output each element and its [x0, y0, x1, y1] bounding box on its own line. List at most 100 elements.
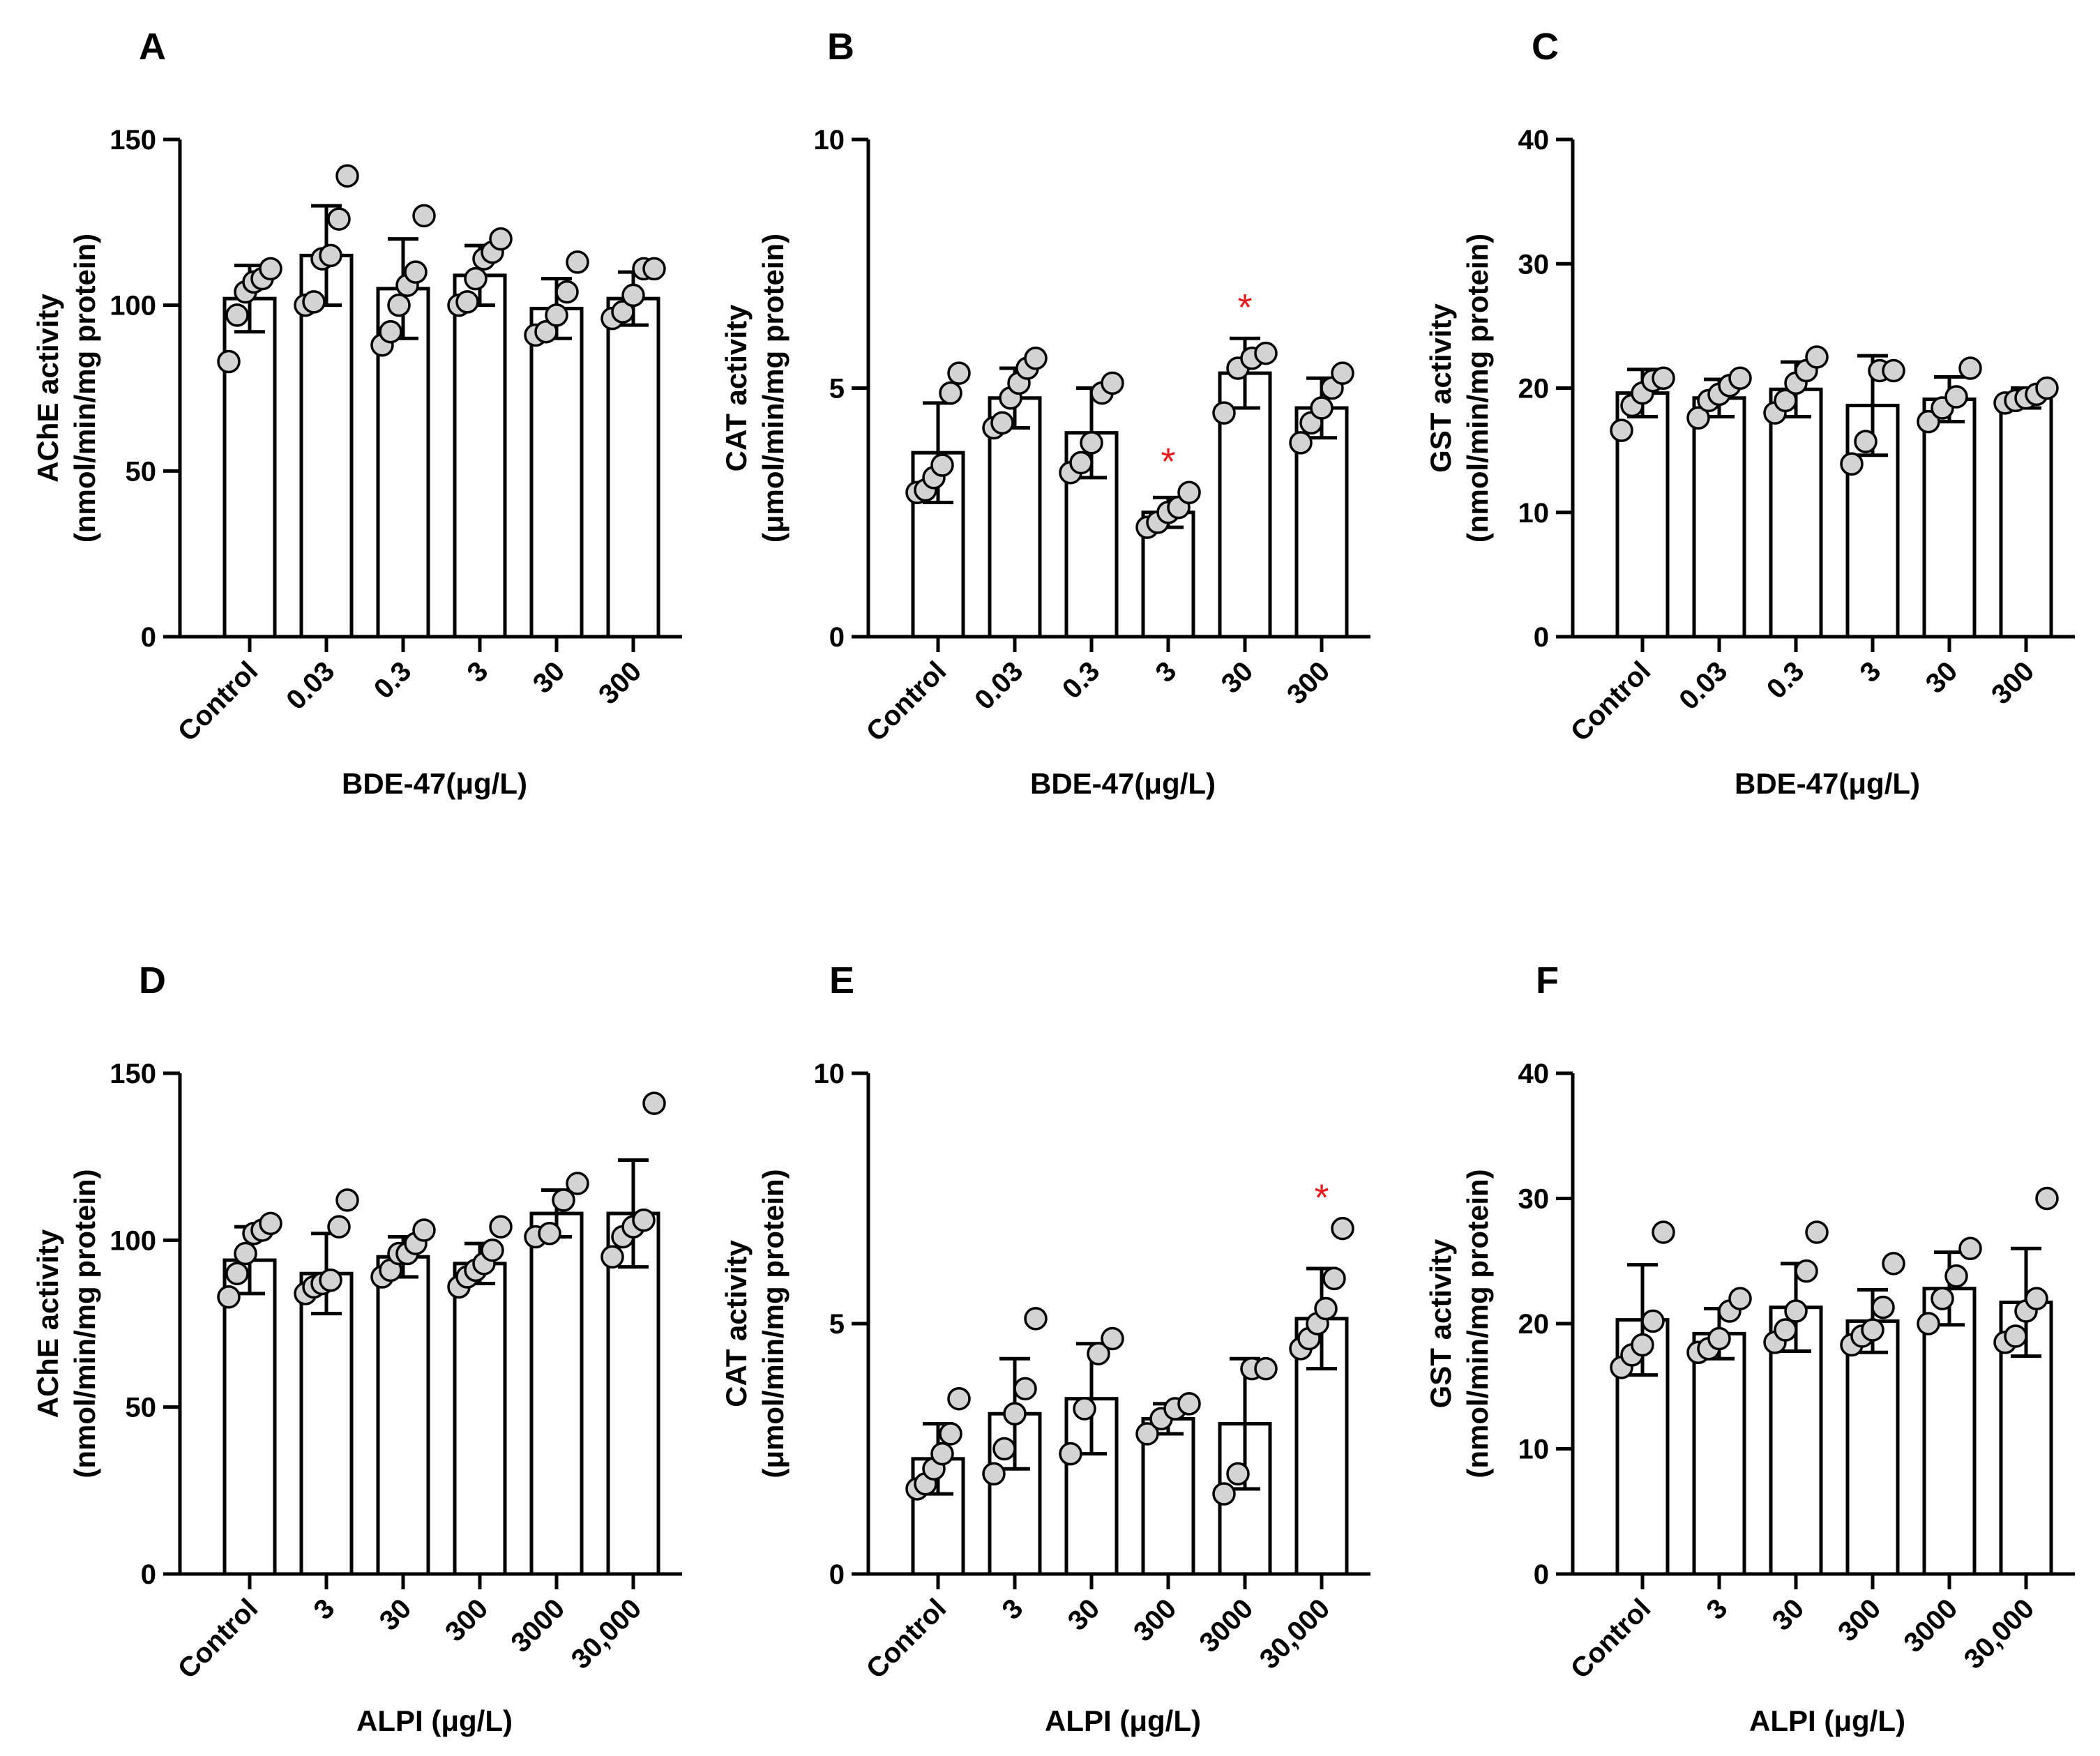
x-tick-label: 30: [1767, 1593, 1811, 1637]
x-tick-label: Control: [172, 656, 264, 748]
x-tick-label: 30,000: [1958, 1593, 2041, 1675]
panel-c: C GST activity (nmol/min/mg protein) 0 10 20 3…: [1424, 26, 2075, 800]
data-point: [1707, 1326, 1731, 1351]
y-axis-label-line2: (nmol/min/mg protein): [68, 234, 101, 543]
x-axis-title: ALPI (μg/L): [356, 1704, 513, 1737]
panel-f: F GST activity (nmol/min/mg protein) 0 10 20 3…: [1424, 960, 2075, 1737]
y-tick-label: 0: [829, 1559, 845, 1590]
panel-letter: F: [1536, 960, 1559, 1001]
panel-e: E CAT activity (μmol/min/mg protein) 0 5 10 Co…: [720, 960, 1370, 1737]
data-point: [555, 280, 579, 304]
data-point: [1226, 1462, 1250, 1486]
data-point: [387, 293, 411, 317]
data-point: [1840, 452, 1864, 476]
bar: [1692, 1331, 1746, 1576]
y-axis-label-line1: AChE activity: [31, 293, 64, 482]
data-point: [1861, 1318, 1884, 1342]
y-tick-label: 50: [126, 1393, 157, 1423]
data-point: [1728, 1287, 1752, 1310]
data-point: [1013, 1377, 1037, 1401]
data-point: [632, 1208, 656, 1232]
y-tick-label: 100: [109, 1225, 156, 1256]
panel-letter: D: [139, 960, 166, 1001]
data-point: [1322, 1266, 1346, 1291]
data-point: [1331, 361, 1354, 385]
x-tick-label: 3: [1701, 1593, 1734, 1626]
x-tick-label: 30: [1062, 1593, 1106, 1637]
data-point: [379, 319, 402, 344]
data-point: [1944, 385, 1968, 409]
x-tick-label: 3: [1150, 656, 1183, 688]
y-tick-label: 20: [1518, 1309, 1550, 1340]
y-axis-label-line2: (nmol/min/mg protein): [1461, 234, 1494, 543]
data-point: [2035, 1186, 2059, 1211]
bar: [376, 1255, 430, 1576]
y-tick-label: 10: [1518, 1435, 1550, 1465]
data-point: [1882, 358, 1905, 383]
data-point: [1774, 1318, 1797, 1342]
data-point: [1652, 1220, 1675, 1244]
data-point: [412, 204, 436, 228]
y-tick-label: 20: [1518, 374, 1550, 404]
panel-d: D AChE activity (nmol/min/mg protein) 0 50 10…: [31, 960, 682, 1737]
y-tick-label: 0: [829, 622, 845, 653]
data-point: [335, 164, 359, 188]
y-tick-label: 100: [109, 291, 156, 321]
data-point: [234, 1241, 257, 1266]
panel-letter: E: [829, 960, 854, 1001]
y-tick-label: 10: [814, 1059, 845, 1089]
data-point: [1652, 366, 1675, 390]
x-axis-title: BDE-47(μg/L): [1030, 767, 1216, 800]
y-axis-label-line1: AChE activity: [31, 1229, 64, 1418]
panel-letter: C: [1532, 26, 1559, 68]
x-tick-label: 3: [1855, 656, 1887, 688]
data-point: [455, 290, 479, 314]
data-point: [1069, 451, 1093, 475]
data-point: [1289, 431, 1313, 455]
bar: [453, 273, 507, 639]
x-tick-label: 30,000: [1254, 1593, 1336, 1675]
y-tick-label: 40: [1518, 1059, 1550, 1089]
data-point: [1254, 1356, 1278, 1381]
data-point: [489, 227, 513, 251]
x-tick-label: 0.03: [969, 656, 1029, 716]
data-point: [1917, 1312, 1940, 1335]
x-tick-label: 3000: [1193, 1593, 1259, 1658]
data-point: [1805, 345, 1829, 369]
data-point: [1958, 356, 1982, 380]
data-point: [947, 1386, 971, 1411]
data-point: [489, 1215, 513, 1239]
data-point: [1610, 418, 1633, 442]
data-point: [217, 1285, 241, 1309]
x-tick-label: 300: [593, 656, 647, 710]
data-point: [642, 257, 666, 281]
x-tick-label: Control: [172, 1593, 264, 1685]
data-point: [566, 1172, 589, 1195]
y-tick-label: 30: [1518, 1184, 1550, 1215]
bar: [606, 296, 660, 639]
data-point: [404, 260, 428, 284]
data-point: [534, 319, 558, 344]
y-tick-label: 0: [141, 1559, 156, 1590]
panel-b: B CAT activity (μmol/min/mg protein) 0 5 10 Co…: [720, 26, 1370, 800]
data-point: [1059, 1441, 1082, 1466]
data-point: [1631, 1333, 1654, 1357]
data-point: [1917, 409, 1940, 434]
data-point: [412, 1218, 436, 1242]
data-point: [1080, 431, 1103, 455]
data-point: [939, 1422, 962, 1446]
bar: [1845, 1319, 1900, 1576]
data-point: [1177, 480, 1201, 504]
data-point: [1774, 388, 1797, 413]
data-point: [1795, 1259, 1818, 1283]
x-axis-title: BDE-47(μg/L): [1735, 767, 1920, 800]
x-axis-title: BDE-47(μg/L): [342, 767, 527, 800]
panel-letter: A: [139, 26, 166, 68]
data-point: [545, 303, 568, 327]
data-point: [642, 1091, 666, 1115]
data-point: [259, 257, 282, 281]
y-tick-label: 150: [109, 125, 156, 156]
x-tick-label: 30,000: [566, 1593, 648, 1675]
x-tick-label: 3000: [1898, 1593, 1963, 1658]
y-axis-label-line2: (μmol/min/mg protein): [757, 1169, 790, 1478]
